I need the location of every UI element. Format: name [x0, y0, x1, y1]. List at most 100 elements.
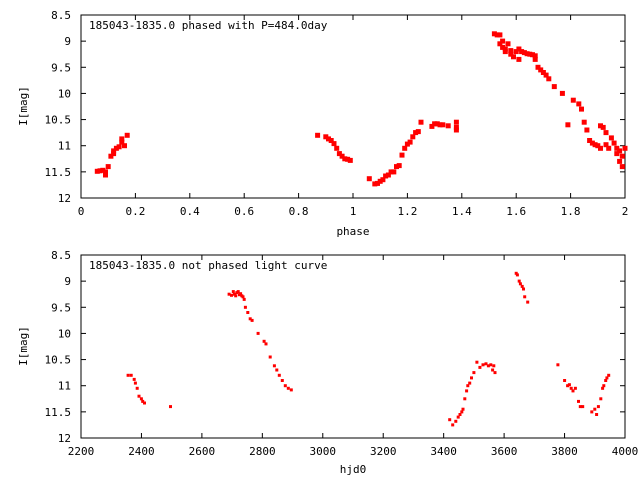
phased-data-point: [103, 172, 108, 178]
unphased-x-tick-label: 3800: [551, 445, 578, 458]
unphased-data-point: [492, 364, 496, 368]
phased-x-tick-label: 0.8: [289, 205, 309, 218]
unphased-data-point: [141, 399, 145, 403]
phased-data-point: [366, 176, 372, 182]
phased-y-tick-label: 9.5: [51, 61, 71, 74]
phased-data-point: [497, 32, 503, 38]
phased-data-point: [440, 122, 446, 128]
unphased-y-tick-label: 10: [58, 327, 71, 340]
phased-data-point: [592, 142, 598, 148]
unphased-data-point: [523, 295, 527, 299]
phased-x-tick-label: 0.4: [180, 205, 200, 218]
phased-x-tick-label: 1.6: [506, 205, 526, 218]
phased-data-point: [600, 124, 606, 130]
unphased-data-point: [234, 294, 238, 298]
phased-data-point: [434, 121, 440, 127]
unphased-data-point: [248, 317, 252, 321]
phased-data-point: [453, 127, 459, 133]
unphased-data-point: [256, 331, 260, 335]
unphased-data-point: [456, 415, 460, 419]
phased-data-point: [619, 164, 625, 170]
unphased-x-tick-label: 4000: [612, 445, 639, 458]
unphased-data-point: [137, 394, 141, 398]
unphased-data-point: [590, 410, 594, 414]
phased-data-point: [530, 52, 535, 58]
phased-y-tick-label: 11: [58, 140, 71, 153]
phased-y-tick-label: 10: [58, 87, 71, 100]
unphased-plot-frame: [80, 254, 626, 439]
unphased-data-point: [243, 305, 247, 309]
unphased-data-point: [470, 376, 473, 380]
phased-data-point: [410, 134, 416, 140]
phased-data-point: [108, 153, 114, 159]
phased-data-point: [598, 123, 603, 129]
phased-data-point: [418, 119, 424, 125]
unphased-data-point: [231, 290, 235, 294]
phased-axis-ticks: [80, 14, 626, 199]
phased-x-tick-label: 1: [350, 205, 357, 218]
phased-data-point: [385, 172, 391, 178]
phased-data-point: [94, 168, 100, 174]
phased-data-point: [119, 136, 125, 142]
phased-data-point: [326, 136, 331, 142]
unphased-data-point: [573, 386, 577, 390]
phased-data-point: [331, 141, 337, 147]
phased-data-point: [532, 53, 538, 59]
phased-data-point: [584, 127, 590, 133]
phased-data-point: [432, 121, 438, 127]
phased-y-axis-label: I[mag]: [17, 86, 30, 126]
unphased-y-tick-label: 9.5: [51, 301, 71, 314]
unphased-data-point: [563, 379, 567, 382]
unphased-data-point: [133, 381, 137, 385]
unphased-x-tick-label: 3600: [491, 445, 518, 458]
unphased-data-point: [491, 368, 495, 372]
unphased-data-point: [227, 292, 231, 296]
unphased-data-point: [472, 371, 476, 375]
unphased-data-point: [468, 381, 472, 385]
unphased-data-point: [607, 373, 611, 377]
phased-data-point: [527, 51, 533, 57]
phased-data-point: [538, 67, 544, 73]
unphased-y-tick-label: 9: [64, 275, 71, 288]
phased-data-point: [617, 158, 623, 164]
phased-x-tick-label: 1.2: [397, 205, 417, 218]
phased-data-point: [511, 54, 516, 60]
phased-data-point: [124, 132, 130, 138]
phased-x-tick-label: 1.4: [452, 205, 472, 218]
phased-data-point: [524, 51, 530, 57]
unphased-data-point: [262, 339, 266, 343]
phased-data-point: [375, 180, 380, 186]
phased-data-point: [394, 164, 399, 170]
unphased-data-point: [280, 379, 284, 382]
unphased-data-point: [132, 377, 136, 381]
phased-data-point: [516, 56, 522, 62]
unphased-data-point: [599, 397, 603, 401]
phased-data-point: [617, 148, 623, 154]
unphased-data-point: [486, 364, 490, 368]
unphased-x-tick-labels: 2200 2400 2600 2800 3000 3200 3400 3600 3800 4000: [68, 445, 639, 458]
phased-data-point: [519, 49, 525, 55]
phased-data-point: [546, 76, 552, 82]
unphased-data-point: [520, 284, 524, 288]
phased-data-point: [576, 101, 582, 107]
phased-data-point: [345, 156, 351, 162]
unphased-data-point: [463, 397, 467, 401]
unphased-y-tick-label: 8.5: [51, 249, 71, 262]
unphased-data-point: [596, 405, 600, 409]
unphased-x-tick-label: 3000: [310, 445, 337, 458]
phased-data-point: [606, 145, 612, 151]
phased-data-point: [579, 106, 584, 112]
unphased-data-point: [514, 271, 518, 275]
unphased-data-point: [475, 360, 479, 364]
unphased-data-point: [264, 342, 268, 346]
unphased-data-point: [593, 407, 597, 411]
unphased-data-point: [466, 384, 470, 388]
unphased-data-point: [518, 282, 522, 286]
phased-x-tick-labels: 0 0.2 0.4 0.6 0.8 1 1.2 1.4 1.6 1.8 2: [78, 205, 629, 218]
phased-data-point: [429, 123, 435, 129]
phased-data-point: [508, 51, 514, 57]
phased-data-point: [540, 70, 546, 75]
phased-data-point: [111, 148, 117, 154]
phased-y-tick-label: 8.5: [51, 9, 71, 22]
